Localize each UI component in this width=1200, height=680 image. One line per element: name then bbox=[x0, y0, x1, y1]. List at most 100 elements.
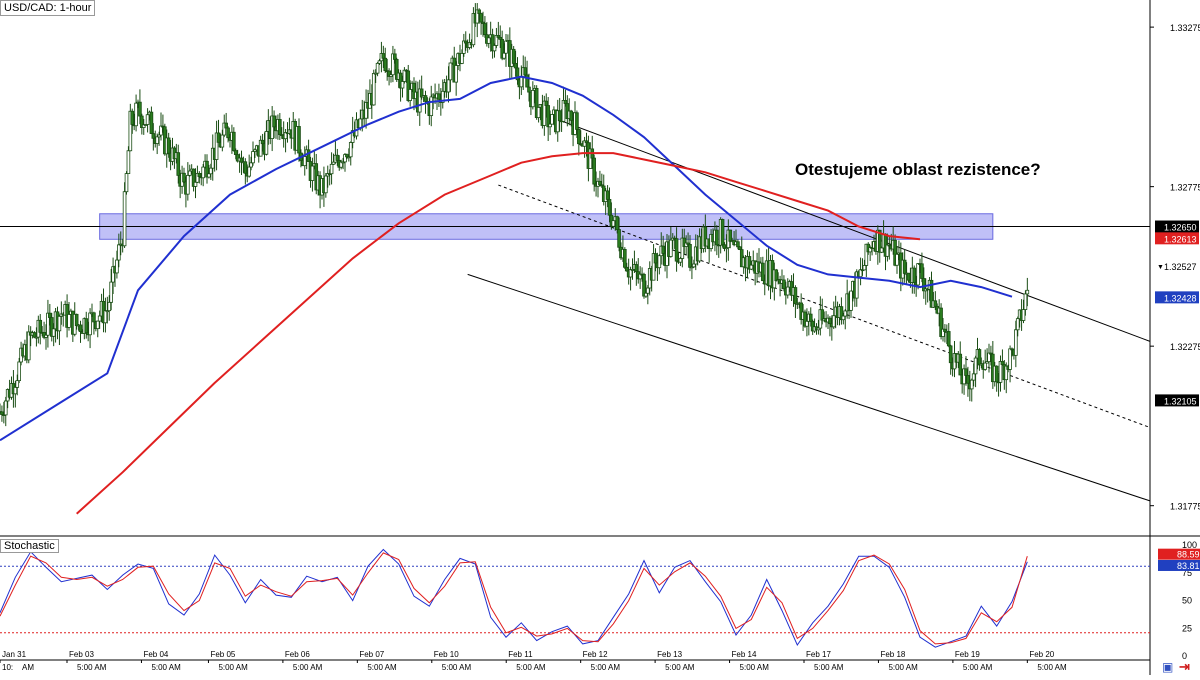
candle-body bbox=[479, 13, 483, 23]
candle-body bbox=[387, 70, 391, 77]
candle-body bbox=[400, 81, 405, 89]
candle-body bbox=[1004, 365, 1009, 381]
candle-body bbox=[680, 237, 685, 259]
time-sublabel: 5:00 AM bbox=[218, 663, 248, 672]
candle-body bbox=[1008, 348, 1012, 370]
candle-body bbox=[983, 362, 987, 370]
candle-body bbox=[703, 226, 708, 247]
candle-body bbox=[454, 65, 458, 83]
candle-body bbox=[143, 124, 148, 126]
candle-body bbox=[182, 172, 186, 183]
candle-body bbox=[348, 142, 353, 158]
stochastic-tick-label: 50 bbox=[1182, 596, 1192, 606]
candle-body bbox=[858, 269, 863, 278]
candle-body bbox=[948, 345, 953, 364]
candle-body bbox=[138, 101, 142, 117]
candle-body bbox=[122, 191, 127, 247]
candle-body bbox=[877, 229, 882, 253]
candle-body bbox=[327, 173, 332, 176]
candle-body bbox=[462, 40, 466, 54]
candle-body bbox=[249, 162, 253, 168]
candle-body bbox=[922, 278, 926, 292]
forward-arrow-icon[interactable]: ⇥ bbox=[1179, 659, 1190, 674]
candle-body bbox=[105, 310, 110, 313]
time-sublabel: 5:00 AM bbox=[367, 663, 397, 672]
candle-body bbox=[515, 67, 520, 81]
date-label: Feb 17 bbox=[806, 650, 831, 659]
candle-body bbox=[34, 336, 39, 339]
candle-body bbox=[195, 172, 200, 183]
candle-body bbox=[381, 53, 386, 59]
candle-body bbox=[989, 352, 993, 355]
channel-line-3 bbox=[536, 111, 1151, 342]
time-sublabel: 5:00 AM bbox=[442, 663, 472, 672]
camera-icon[interactable]: ▣ bbox=[1162, 660, 1174, 674]
date-label: Feb 13 bbox=[657, 650, 682, 659]
candle-body bbox=[808, 313, 813, 322]
candle-body bbox=[232, 131, 236, 151]
candle-body bbox=[624, 266, 629, 272]
candle-body bbox=[688, 243, 692, 268]
candle-body bbox=[971, 373, 976, 381]
candle-body bbox=[805, 320, 809, 327]
candle-body bbox=[569, 110, 573, 121]
candle-body bbox=[345, 154, 349, 158]
stochastic-readout-label: 88.59 bbox=[1177, 550, 1200, 560]
candle-body bbox=[306, 149, 311, 162]
candle-body bbox=[95, 320, 100, 330]
candle-body bbox=[389, 74, 393, 77]
candle-body bbox=[141, 124, 146, 128]
candle-body bbox=[964, 368, 968, 376]
candle-body bbox=[546, 105, 550, 128]
candle-body bbox=[854, 271, 859, 299]
candle-body bbox=[761, 262, 765, 282]
candle-body bbox=[157, 134, 161, 138]
candle-body bbox=[394, 59, 399, 80]
price-badge-label: 1.32105 bbox=[1164, 396, 1197, 406]
candle-body bbox=[973, 357, 978, 375]
candle-body bbox=[446, 79, 451, 93]
candle-body bbox=[84, 318, 89, 334]
candle-body bbox=[371, 73, 376, 106]
candle-body bbox=[630, 269, 635, 271]
stochastic-readout-badge bbox=[1158, 559, 1200, 571]
candle-body bbox=[74, 313, 79, 327]
candle-body bbox=[634, 264, 639, 273]
price-badge-label: 1.32650 bbox=[1164, 223, 1197, 233]
candle-body bbox=[222, 122, 227, 136]
candle-body bbox=[782, 279, 786, 290]
date-label: Feb 04 bbox=[143, 650, 168, 659]
candle-body bbox=[107, 301, 112, 312]
candle-body bbox=[513, 62, 518, 69]
candle-body bbox=[534, 87, 539, 118]
candle-body bbox=[893, 239, 897, 266]
candle-body bbox=[575, 112, 579, 130]
candle-body bbox=[651, 253, 656, 281]
stochastic-tick-label: 100 bbox=[1182, 540, 1197, 550]
candle-body bbox=[736, 241, 740, 248]
candle-body bbox=[197, 172, 202, 177]
indicator-label: Stochastic bbox=[0, 539, 59, 553]
time-sublabel: 5:00 AM bbox=[814, 663, 844, 672]
candle-body bbox=[544, 100, 549, 106]
candle-body bbox=[486, 37, 491, 44]
candle-body bbox=[128, 110, 133, 152]
candle-body bbox=[406, 70, 411, 101]
candle-body bbox=[130, 110, 135, 125]
channel-line-2 bbox=[498, 184, 1151, 428]
time-sublabel: 5:00 AM bbox=[591, 663, 621, 672]
candle-body bbox=[500, 38, 504, 59]
time-sublabel: 5:00 AM bbox=[665, 663, 695, 672]
candle-body bbox=[92, 312, 96, 323]
candle-body bbox=[471, 13, 476, 46]
candle-body bbox=[563, 100, 568, 104]
candle-body bbox=[32, 332, 37, 338]
candle-body bbox=[615, 216, 619, 230]
candle-body bbox=[617, 229, 621, 248]
candle-body bbox=[916, 263, 920, 286]
candle-body bbox=[722, 244, 727, 249]
candle-body bbox=[1014, 329, 1018, 356]
candle-body bbox=[839, 306, 844, 321]
